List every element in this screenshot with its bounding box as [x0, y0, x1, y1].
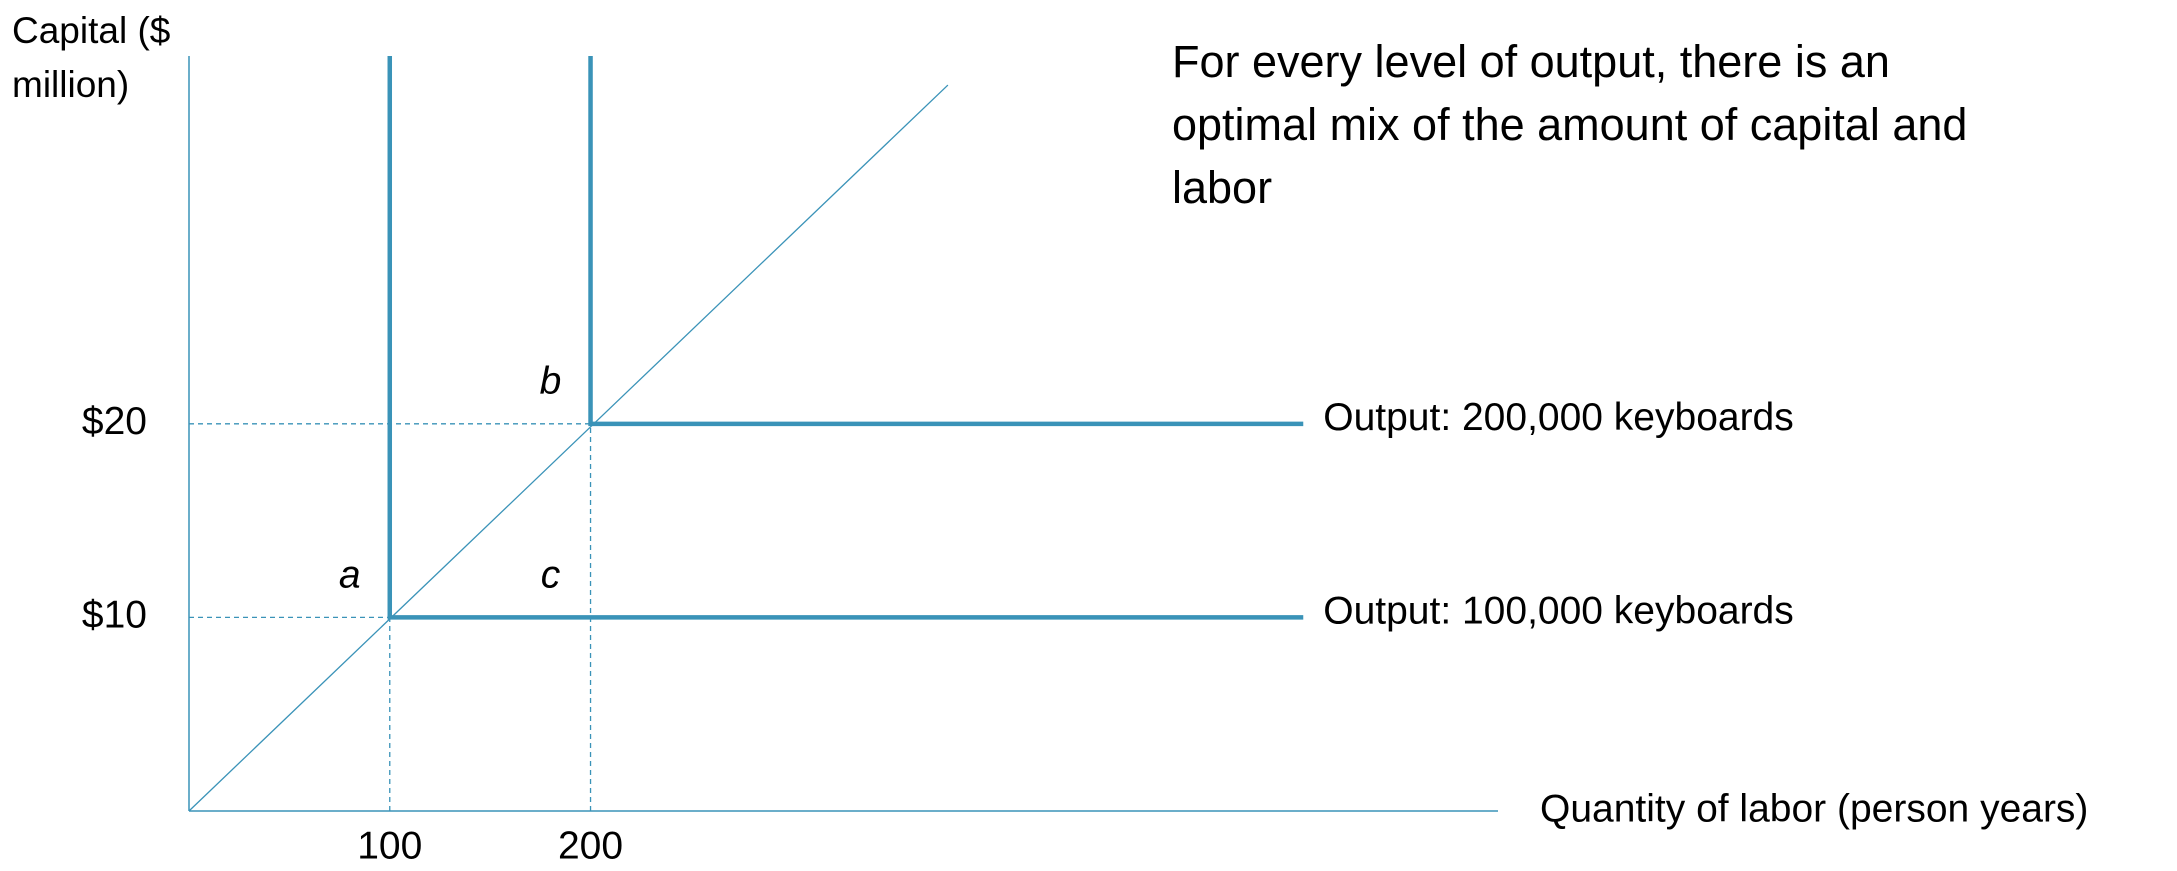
- y-tick-label: $10: [82, 594, 147, 637]
- isoquant: [588, 56, 1304, 427]
- x-tick-label: 100: [357, 824, 422, 867]
- series-label: Output: 100,000 keyboards: [1323, 590, 1794, 633]
- note: For every level of output, there is an o…: [1172, 36, 1968, 213]
- point-label: c: [541, 554, 561, 597]
- series-label: Output: 200,000 keyboards: [1323, 396, 1794, 439]
- y-axis-label: Capital ($ million): [12, 10, 171, 105]
- point-label: b: [540, 360, 562, 403]
- isoquant: [387, 56, 1304, 620]
- y-tick-label: $20: [82, 400, 147, 443]
- x-axis-label: Quantity of labor (person years): [1540, 787, 2088, 830]
- x-tick-label: 200: [558, 824, 623, 867]
- expansion-path: [188, 84, 949, 812]
- point-label: a: [339, 554, 361, 597]
